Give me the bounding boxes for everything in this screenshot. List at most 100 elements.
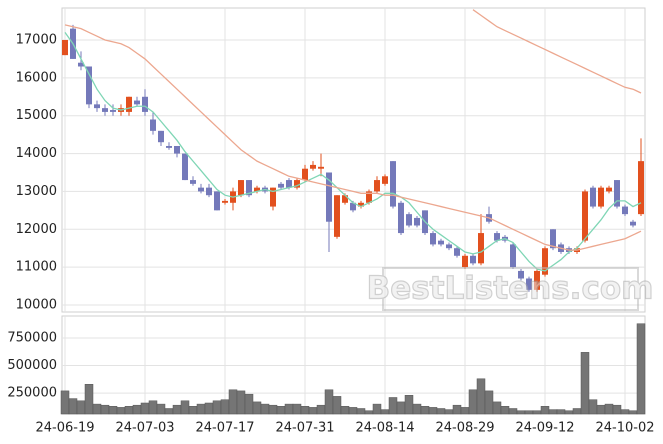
volume-bar — [100, 404, 110, 415]
volume-bar — [620, 409, 630, 415]
candle — [518, 269, 524, 281]
candle-body — [454, 248, 460, 256]
candle-body — [462, 255, 468, 268]
volume-bar — [540, 406, 550, 415]
volume-bar — [388, 397, 398, 415]
volume-bar — [492, 401, 502, 415]
candle — [302, 164, 308, 182]
candle — [622, 204, 628, 217]
candle-body — [590, 187, 596, 207]
candle — [142, 89, 148, 116]
volume-bar — [124, 406, 134, 415]
volume-bar — [524, 410, 534, 415]
volume-bar — [212, 400, 222, 415]
candle-body — [246, 180, 252, 196]
candle-body — [382, 176, 388, 184]
candle-body — [406, 214, 412, 226]
candle — [422, 210, 428, 235]
candle-body — [550, 229, 556, 249]
volume-bar — [596, 404, 606, 415]
candle-body — [374, 180, 380, 192]
volume-bar — [572, 408, 582, 415]
candle — [158, 130, 164, 146]
x-tick-label: 24-07-31 — [275, 421, 334, 436]
candle — [334, 195, 340, 239]
candle-body — [318, 166, 324, 169]
candle — [374, 176, 380, 194]
volume-bar — [420, 406, 430, 415]
candle — [430, 231, 436, 247]
candle-body — [366, 191, 372, 203]
candle-body — [94, 104, 100, 109]
candle — [606, 185, 612, 194]
candle-body — [390, 161, 396, 207]
volume-bar — [220, 399, 230, 415]
candle-body — [278, 183, 284, 188]
x-tick-label: 24-07-03 — [115, 421, 174, 436]
volume-bar — [348, 407, 358, 415]
volume-bar — [500, 406, 510, 415]
volume-bar — [444, 409, 454, 415]
volume-bar — [356, 408, 366, 415]
volume-bar — [268, 404, 278, 415]
volume-bar — [484, 390, 494, 415]
candle-body — [110, 110, 116, 112]
candle — [222, 198, 228, 205]
candle — [470, 253, 476, 266]
volume-bar — [588, 399, 598, 415]
y-tick-label: 750000 — [7, 331, 57, 346]
candle — [614, 180, 620, 209]
volume-bar — [564, 410, 574, 415]
y-tick-label: 17000 — [16, 32, 57, 47]
y-tick-label: 15000 — [16, 108, 57, 123]
candle-body — [158, 130, 164, 143]
volume-bar — [380, 409, 390, 415]
candle — [526, 276, 532, 292]
volume-bar — [316, 404, 326, 415]
candle-body — [166, 145, 172, 148]
candle — [198, 183, 204, 194]
volume-bar — [556, 409, 566, 415]
ma-line — [64, 32, 642, 272]
volume-bar — [308, 407, 318, 415]
candle — [206, 183, 212, 198]
candle-body — [534, 270, 540, 290]
candle-body — [198, 187, 204, 192]
volume-bar — [428, 407, 438, 415]
candle-body — [542, 248, 548, 275]
volume-bar — [340, 406, 350, 415]
candle-body — [334, 195, 340, 237]
volume-bar — [412, 403, 422, 415]
candle-body — [222, 200, 228, 203]
candle-body — [638, 161, 644, 215]
candle — [134, 96, 140, 107]
candle — [630, 219, 636, 228]
candle-body — [254, 187, 260, 192]
candle-body — [286, 180, 292, 188]
candle — [246, 180, 252, 198]
candle-body — [150, 119, 156, 131]
volume-bar — [228, 389, 238, 415]
volume-bar — [300, 406, 310, 415]
candle-body — [630, 221, 636, 226]
candle-body — [598, 187, 604, 207]
candle — [278, 181, 284, 190]
plot-area — [61, 315, 646, 415]
volume-bar — [252, 401, 262, 415]
candle-body — [446, 244, 452, 249]
y-tick-label: 500000 — [7, 358, 57, 373]
volume-bar — [244, 393, 254, 415]
y-tick-label: 12000 — [16, 222, 57, 237]
candle — [182, 153, 188, 181]
volume-bar — [156, 403, 166, 415]
candle-body — [310, 164, 316, 169]
candle-body — [134, 100, 140, 105]
x-tick-label: 24-08-29 — [435, 421, 494, 436]
candle-body — [142, 96, 148, 112]
volume-bar — [580, 352, 590, 415]
volume-bar — [68, 398, 78, 415]
volume-bar — [516, 410, 526, 415]
candle-body — [190, 180, 196, 184]
volume-bar — [92, 403, 102, 415]
